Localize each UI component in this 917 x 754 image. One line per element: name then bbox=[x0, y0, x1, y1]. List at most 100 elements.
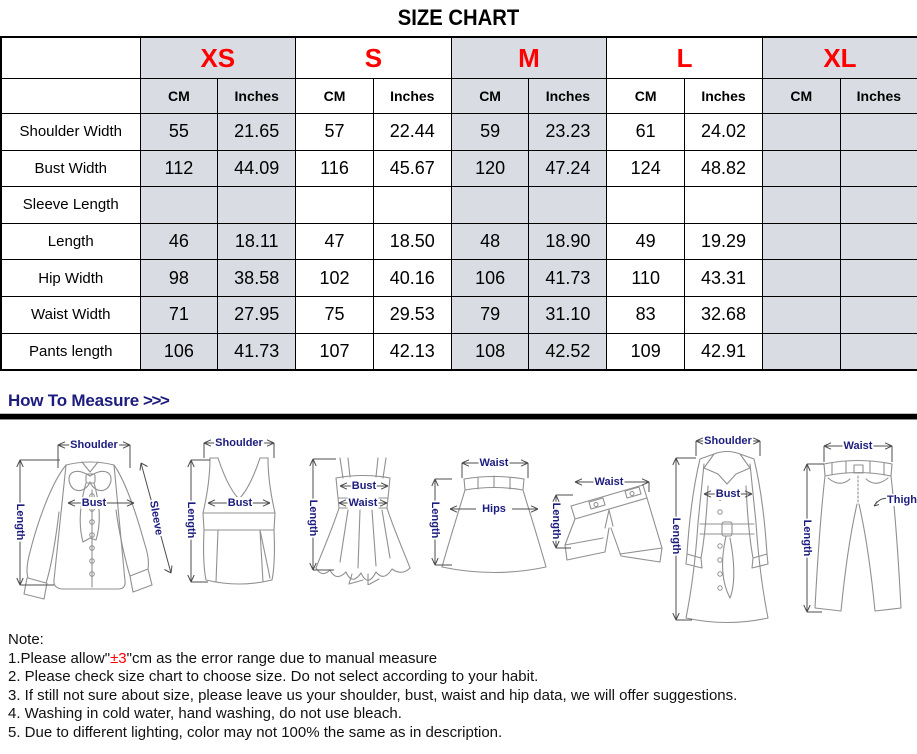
value-cell: 49 bbox=[606, 222, 686, 261]
size-header-l: L bbox=[606, 36, 763, 79]
value-cell bbox=[372, 186, 452, 224]
value-cell bbox=[761, 295, 841, 334]
unit-header-inches: Inches bbox=[839, 78, 917, 114]
measurement-label: Bust Width bbox=[0, 149, 141, 188]
note-line-2: 2. Please check size chart to choose siz… bbox=[8, 668, 539, 685]
unit-header-inches: Inches bbox=[217, 78, 297, 114]
hips-label: Hips bbox=[481, 503, 507, 515]
waist-label: Waist bbox=[478, 457, 510, 469]
unit-header-row: CM Inches CM Inches CM Inches CM Inches … bbox=[0, 78, 917, 114]
value-cell bbox=[839, 295, 917, 334]
measurement-label: Shoulder Width bbox=[0, 113, 141, 151]
value-cell: 61 bbox=[606, 113, 686, 151]
shoulder-label: Shoulder bbox=[214, 437, 264, 449]
length-label: Length bbox=[307, 498, 319, 538]
measure-figures: Shoulder Bust Sleeve Length bbox=[0, 425, 917, 630]
size-header-s: S bbox=[295, 36, 452, 79]
value-cell: 48.82 bbox=[684, 149, 763, 188]
figure-skirt: Waist Hips Length bbox=[428, 450, 558, 585]
how-to-measure-label: How To Measure bbox=[8, 391, 140, 410]
value-cell: 124 bbox=[606, 149, 686, 188]
measurement-label: Waist Width bbox=[0, 295, 141, 334]
value-cell bbox=[217, 186, 297, 224]
figure-blouse: Shoulder Bust Sleeve Length bbox=[6, 432, 178, 632]
unit-header-cm: CM bbox=[606, 78, 686, 114]
value-cell: 41.73 bbox=[217, 332, 297, 371]
value-cell: 23.23 bbox=[528, 113, 608, 151]
size-header-xl: XL bbox=[761, 36, 917, 79]
value-cell bbox=[839, 113, 917, 151]
table-row: Waist Width 71 27.95 75 29.53 79 31.10 83 32.68 bbox=[0, 295, 917, 334]
pants-drawing bbox=[803, 442, 902, 613]
length-label: Length bbox=[670, 516, 682, 556]
value-cell: 106 bbox=[139, 332, 219, 371]
size-table-body: Shoulder Width 55 21.65 57 22.44 59 23.23 61 24.… bbox=[0, 113, 917, 371]
waist-label: Waist bbox=[347, 497, 379, 509]
value-cell bbox=[839, 259, 917, 297]
unit-header-inches: Inches bbox=[684, 78, 763, 114]
value-cell: 46 bbox=[139, 222, 219, 261]
note-line-4: 4. Washing in cold water, hand washing, … bbox=[8, 705, 402, 722]
value-cell: 42.91 bbox=[684, 332, 763, 371]
value-cell: 29.53 bbox=[372, 295, 452, 334]
note-line-3: 3. If still not sure about size, please … bbox=[8, 686, 738, 704]
unit-header-cm: CM bbox=[761, 78, 841, 114]
value-cell: 71 bbox=[139, 295, 219, 334]
figure-tank-top: Shoulder Bust Length bbox=[178, 432, 300, 618]
measurement-label: Length bbox=[0, 222, 141, 261]
value-cell bbox=[761, 149, 841, 188]
value-cell: 48 bbox=[450, 222, 530, 261]
size-table: XS S M L XL CM Inches CM Inches CM Inche… bbox=[0, 36, 917, 372]
value-cell: 75 bbox=[295, 295, 374, 334]
value-cell bbox=[839, 149, 917, 188]
value-cell: 59 bbox=[450, 113, 530, 151]
value-cell: 47 bbox=[295, 222, 374, 261]
value-cell bbox=[761, 259, 841, 297]
unit-header-cm: CM bbox=[295, 78, 374, 114]
value-cell bbox=[528, 186, 608, 224]
shoulder-label: Shoulder bbox=[703, 435, 753, 447]
value-cell: 107 bbox=[295, 332, 374, 371]
note-line-1: 1.Please allow"±3"cm as the error range … bbox=[8, 649, 438, 667]
value-cell bbox=[450, 186, 530, 224]
unit-header-inches: Inches bbox=[372, 78, 452, 114]
waist-label: Waist bbox=[842, 440, 874, 452]
value-cell bbox=[139, 186, 219, 224]
corner-cell bbox=[0, 36, 141, 79]
value-cell bbox=[839, 186, 917, 224]
length-label: Length bbox=[14, 502, 26, 542]
value-cell: 18.50 bbox=[372, 222, 452, 261]
skirt-drawing bbox=[431, 459, 547, 574]
page-title: SIZE CHART bbox=[397, 5, 520, 30]
measurement-label: Pants length bbox=[0, 332, 141, 371]
shoulder-label: Shoulder bbox=[69, 439, 119, 451]
value-cell: 42.13 bbox=[372, 332, 452, 371]
value-cell bbox=[839, 222, 917, 261]
notes-section: Note: 1.Please allow"±3"cm as the error … bbox=[8, 631, 737, 742]
unit-header-inches: Inches bbox=[528, 78, 608, 114]
size-header-row: XS S M L XL bbox=[0, 36, 917, 79]
value-cell: 98 bbox=[139, 259, 219, 297]
table-row: Shoulder Width 55 21.65 57 22.44 59 23.23 61 24.… bbox=[0, 113, 917, 151]
measurement-label: Hip Width bbox=[0, 259, 141, 297]
unit-header-cm: CM bbox=[139, 78, 219, 114]
value-cell: 41.73 bbox=[528, 259, 608, 297]
slip-dress-drawing bbox=[309, 457, 411, 585]
value-cell: 18.11 bbox=[217, 222, 297, 261]
how-to-measure-heading: How To Measure >>> bbox=[8, 391, 170, 411]
length-label: Length bbox=[801, 518, 813, 558]
value-cell bbox=[684, 186, 763, 224]
waist-label: Waist bbox=[593, 476, 625, 488]
value-cell: 27.95 bbox=[217, 295, 297, 334]
value-cell: 40.16 bbox=[372, 259, 452, 297]
table-row: Bust Width 112 44.09 116 45.67 120 47.24 124 48.… bbox=[0, 149, 917, 188]
value-cell: 120 bbox=[450, 149, 530, 188]
table-row: Pants length 106 41.73 107 42.13 108 42.52 109 4… bbox=[0, 332, 917, 371]
bust-label: Bust bbox=[714, 488, 742, 500]
figure-shorts: Waist Length bbox=[545, 470, 670, 585]
figure-pants: Waist Thigh Length bbox=[798, 430, 917, 620]
value-cell: 22.44 bbox=[372, 113, 452, 151]
value-cell: 44.09 bbox=[217, 149, 297, 188]
value-cell: 83 bbox=[606, 295, 686, 334]
